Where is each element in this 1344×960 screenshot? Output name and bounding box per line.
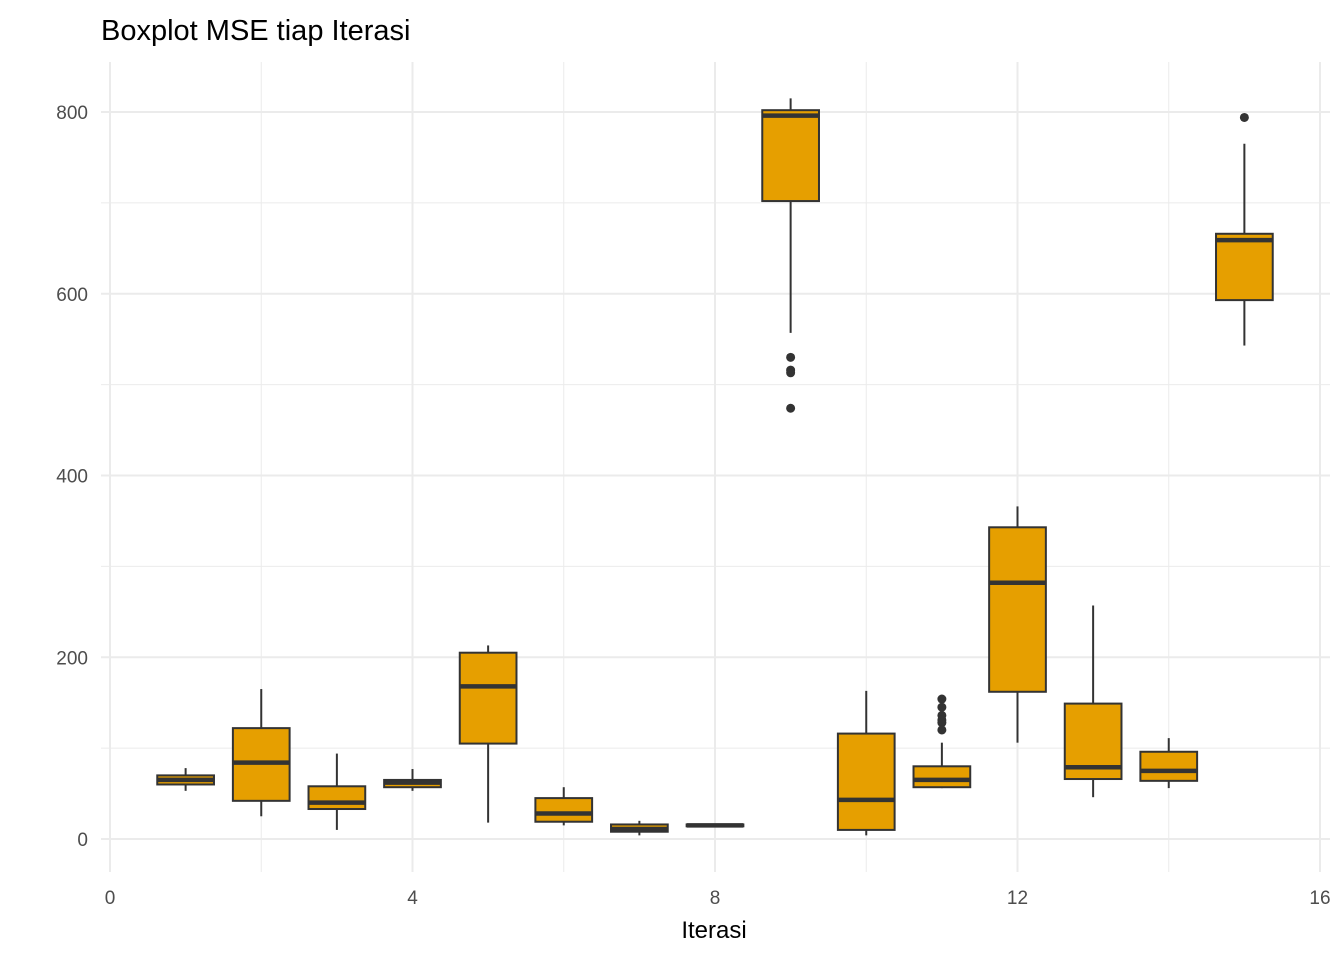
box-iteration-8	[685, 823, 745, 828]
iqr-box	[307, 785, 367, 811]
iqr-box	[836, 732, 896, 831]
x-tick-label: 8	[710, 888, 721, 909]
x-tick-label: 4	[407, 888, 418, 909]
grid-layer	[101, 62, 1330, 872]
outlier-point	[786, 403, 796, 413]
iqr-box	[1139, 750, 1199, 782]
x-axis-title: Iterasi	[681, 917, 746, 944]
box-iteration-7	[610, 820, 669, 836]
outlier-point	[1239, 112, 1249, 122]
outlier-point	[786, 368, 796, 378]
iqr-box	[988, 526, 1047, 693]
box-iteration-3	[307, 753, 367, 830]
chart-title: Boxplot MSE tiap Iterasi	[101, 15, 410, 47]
x-tick-label: 16	[1309, 888, 1330, 909]
iqr-box	[1215, 232, 1274, 302]
box-iteration-10	[836, 690, 896, 836]
iqr-box	[761, 109, 820, 203]
y-tick-label: 400	[56, 467, 88, 488]
box-iteration-6	[534, 787, 594, 826]
iqr-box	[534, 797, 594, 823]
outlier-point	[937, 718, 947, 728]
y-tick-label: 0	[77, 830, 88, 851]
outlier-point	[937, 694, 947, 704]
iqr-box	[912, 765, 972, 789]
box-iteration-13	[1063, 605, 1123, 798]
box-iteration-1	[156, 768, 215, 791]
box-iteration-12	[988, 506, 1047, 743]
box-iteration-15	[1215, 112, 1274, 346]
y-tick-label: 800	[56, 103, 88, 124]
box-iteration-9	[761, 98, 820, 413]
box-iteration-5	[458, 645, 518, 823]
box-iteration-14	[1139, 738, 1199, 789]
box-iteration-11	[912, 694, 972, 789]
x-axis-ticks: 0 4 8 12 16	[105, 888, 1331, 909]
y-tick-label: 200	[56, 648, 88, 669]
box-iteration-4	[383, 769, 442, 791]
box-iteration-2	[231, 689, 291, 817]
x-tick-label: 0	[105, 888, 116, 909]
iqr-box	[458, 651, 518, 745]
box-layer	[156, 98, 1274, 836]
y-axis-ticks: 0 200 400 600 800	[56, 103, 88, 851]
x-tick-label: 12	[1007, 888, 1028, 909]
outlier-point	[937, 725, 947, 735]
outlier-point	[786, 352, 796, 362]
y-tick-label: 600	[56, 285, 88, 306]
outlier-point	[937, 702, 947, 712]
